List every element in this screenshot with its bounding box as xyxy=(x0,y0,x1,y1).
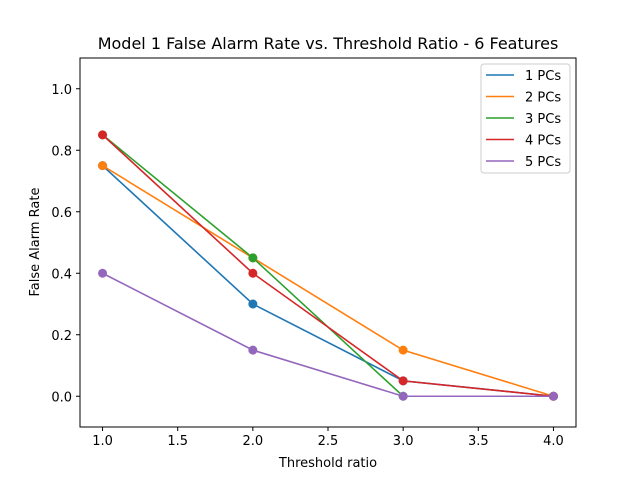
series-line-2 xyxy=(102,164,554,398)
series-line-1 xyxy=(102,165,554,398)
y-tick-label: 0.6 xyxy=(51,206,72,221)
legend: 1 PCs 2 PCs 3 PCs 4 PCs 5 PCs xyxy=(480,63,571,174)
data-point xyxy=(98,161,108,171)
y-tick-label: 0.0 xyxy=(51,390,72,405)
data-point xyxy=(398,376,408,386)
series-line-4 xyxy=(102,134,554,398)
legend-box xyxy=(480,63,571,174)
x-tick-label: 1.5 xyxy=(167,434,188,449)
x-tick-label: 4.0 xyxy=(543,434,564,449)
x-axis-label: Threshold ratio xyxy=(278,456,377,471)
legend-label: 4 PCs xyxy=(525,134,561,149)
data-point xyxy=(248,299,258,309)
y-axis-label: False Alarm Rate xyxy=(28,188,43,297)
legend-label: 1 PCs xyxy=(525,69,561,84)
legend-label: 3 PCs xyxy=(525,112,561,127)
y-tick-label: 0.4 xyxy=(51,267,72,282)
y-tick-label: 0.2 xyxy=(51,329,72,344)
x-tick-label: 3.0 xyxy=(393,434,414,449)
data-point xyxy=(398,391,408,401)
data-point xyxy=(248,268,258,278)
data-point xyxy=(98,130,108,140)
x-tick-label: 1.0 xyxy=(92,434,113,449)
series-line-3 xyxy=(102,134,554,398)
plot-area: 1.0 1.5 2.0 2.5 3.0 3.5 4.0 0.0 0.2 0.4 0.6 0.8 1.0 xyxy=(51,57,577,449)
x-tick-label: 2.0 xyxy=(243,434,264,449)
y-tick-label: 1.0 xyxy=(51,83,72,98)
data-point xyxy=(248,345,258,355)
chart-title: Model 1 False Alarm Rate vs. Threshold R… xyxy=(98,34,559,53)
data-point xyxy=(98,268,108,278)
data-point xyxy=(248,253,258,263)
x-tick-label: 2.5 xyxy=(318,434,339,449)
data-point xyxy=(548,391,558,401)
legend-label: 5 PCs xyxy=(525,155,561,170)
data-point xyxy=(398,345,408,355)
y-tick-label: 0.8 xyxy=(51,144,72,159)
series-line-5 xyxy=(102,272,554,398)
x-tick-label: 3.5 xyxy=(468,434,489,449)
legend-label: 2 PCs xyxy=(525,91,561,106)
